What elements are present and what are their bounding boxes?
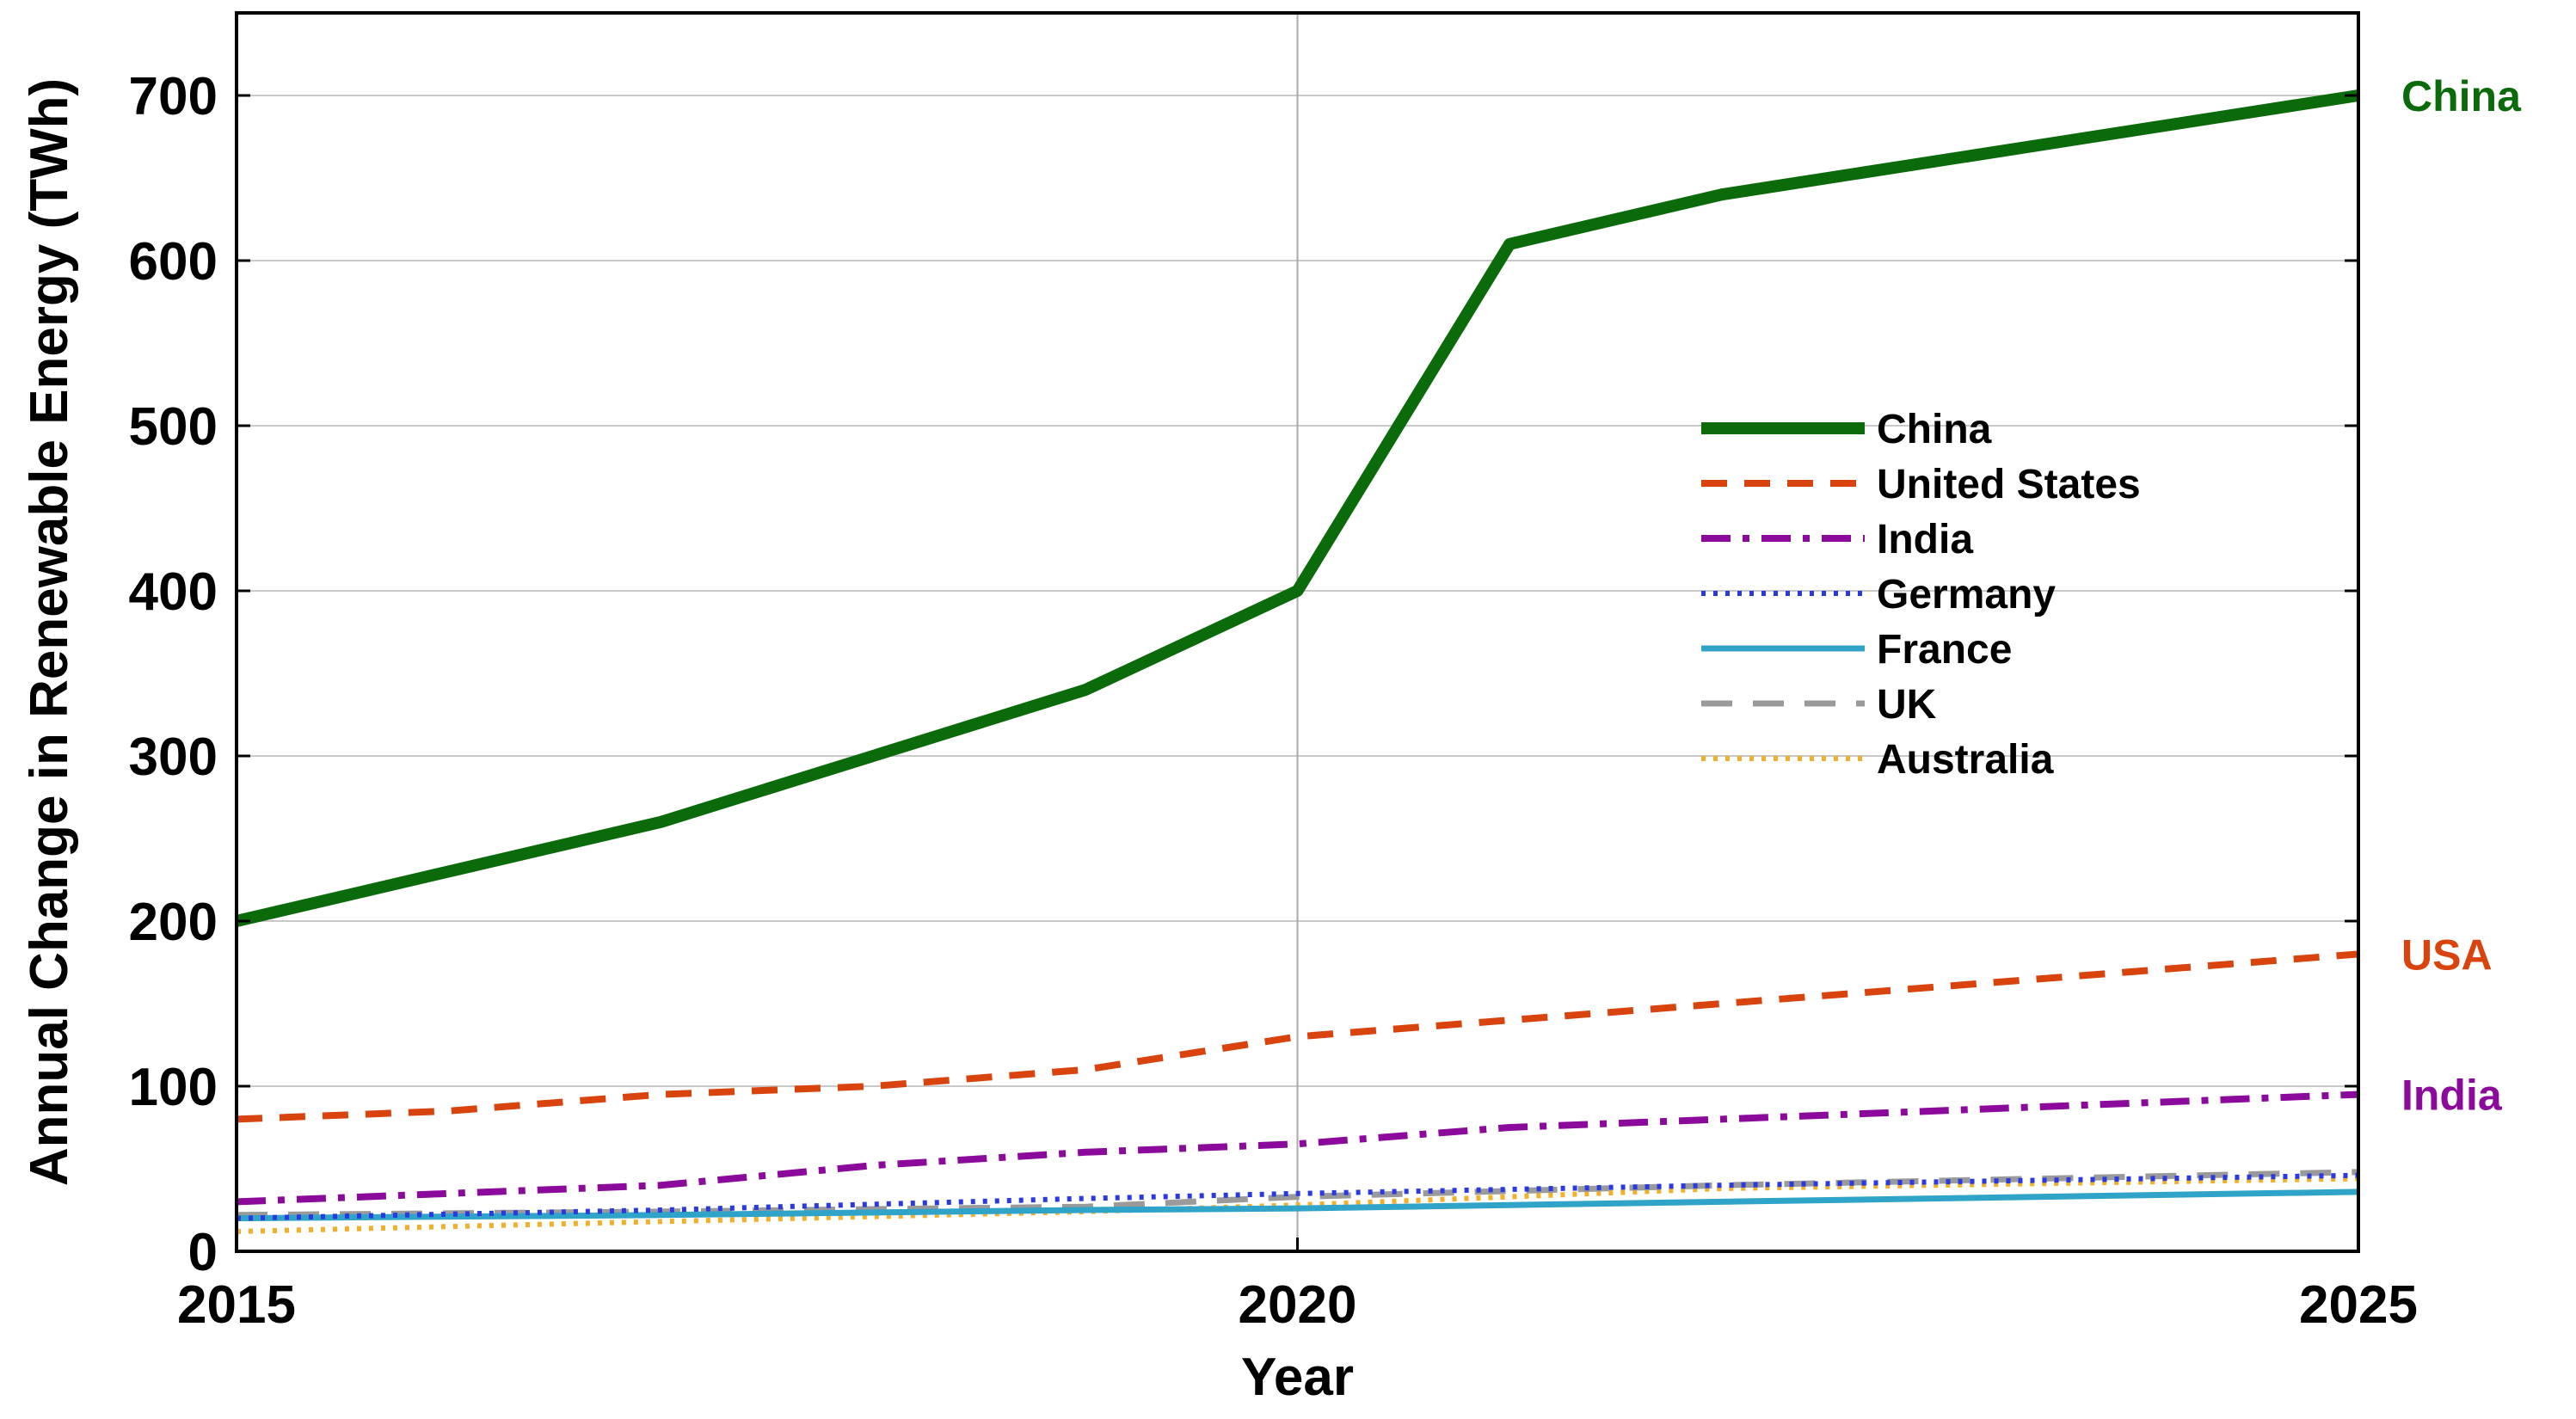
series-lines xyxy=(235,89,2360,1234)
end-label-united-states: USA xyxy=(2401,931,2493,979)
legend-label-germany: Germany xyxy=(1877,572,2056,617)
legend-label-china: China xyxy=(1877,407,1992,452)
y-tick-label: 200 xyxy=(129,893,218,952)
end-label-china: China xyxy=(2401,72,2522,120)
series-line-uk xyxy=(236,1169,2359,1219)
axis-ticks: 0 100 200 300 400 500 600 700 2015 2020 2025 xyxy=(129,67,2418,1335)
y-tick-label: 500 xyxy=(129,397,218,457)
end-label-india: India xyxy=(2401,1072,2503,1120)
y-axis-title: Annual Change in Renewable Energy (TWh) xyxy=(20,78,79,1186)
x-tick-label: 2020 xyxy=(1239,1275,1357,1335)
x-tick-label: 2015 xyxy=(177,1275,296,1335)
legend-label-india: India xyxy=(1877,517,1973,562)
series-line-china xyxy=(235,89,2360,927)
legend-label-france: France xyxy=(1877,627,2012,673)
legend: China United States India Germany France UK Au… xyxy=(1701,407,2141,783)
x-tick-label: 2025 xyxy=(2299,1275,2418,1335)
series-line-united-states xyxy=(236,950,2359,1123)
series-line-france xyxy=(236,1189,2359,1222)
y-tick-label: 400 xyxy=(129,562,218,622)
y-tick-label: 100 xyxy=(129,1058,218,1117)
legend-label-uk: UK xyxy=(1877,682,1937,728)
y-tick-label: 700 xyxy=(129,67,218,126)
series-line-germany xyxy=(236,1172,2359,1221)
end-labels: China USA India xyxy=(2401,72,2522,1120)
x-axis-title: Year xyxy=(1241,1348,1354,1407)
y-tick-label: 300 xyxy=(129,728,218,787)
y-tick-label: 0 xyxy=(188,1223,218,1282)
y-tick-label: 600 xyxy=(129,232,218,292)
legend-label-united-states: United States xyxy=(1877,462,2141,507)
legend-label-australia: Australia xyxy=(1877,737,2054,783)
series-line-india xyxy=(236,1090,2359,1206)
grid xyxy=(237,13,2358,1251)
